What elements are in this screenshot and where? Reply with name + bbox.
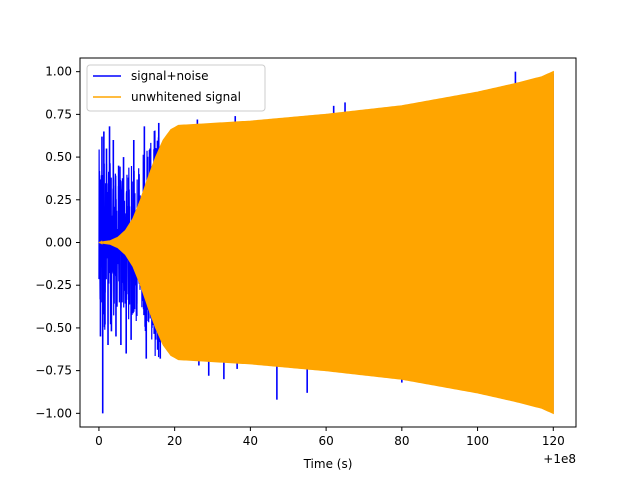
x-offset-label: +1e8	[543, 452, 576, 466]
y-tick-label: 0.75	[45, 107, 72, 121]
legend-box	[86, 64, 266, 112]
y-tick-label: 0.25	[45, 193, 72, 207]
y-tick-label: 0.50	[45, 150, 72, 164]
y-tick-label: −1.00	[35, 406, 72, 420]
legend: signal+noise unwhitened signal	[86, 64, 266, 112]
x-tick-label: 120	[542, 434, 565, 448]
y-tick-label: 1.00	[45, 65, 72, 79]
plot-area	[98, 70, 554, 415]
legend-label-unwhitened-signal: unwhitened signal	[131, 90, 241, 104]
x-tick-label: 20	[167, 434, 182, 448]
legend-label-signal-noise: signal+noise	[131, 69, 208, 83]
series-unwhitened-signal-line	[98, 71, 554, 414]
x-tick-label: 60	[318, 434, 333, 448]
y-tick-label: −0.50	[35, 321, 72, 335]
x-axis-ticks: 0 20 40 60 80 100 120	[95, 427, 565, 448]
y-tick-label: −0.75	[35, 364, 72, 378]
x-tick-label: 80	[394, 434, 409, 448]
x-tick-label: 40	[243, 434, 258, 448]
y-tick-label: −0.25	[35, 278, 72, 292]
y-axis-ticks: −1.00 −0.75 −0.50 −0.25 0.00 0.25 0.50 0.75 1.00	[35, 65, 80, 420]
y-tick-label: 0.00	[45, 236, 72, 250]
x-tick-label: 100	[466, 434, 489, 448]
x-tick-label: 0	[95, 434, 103, 448]
x-axis-label: Time (s)	[303, 457, 353, 471]
